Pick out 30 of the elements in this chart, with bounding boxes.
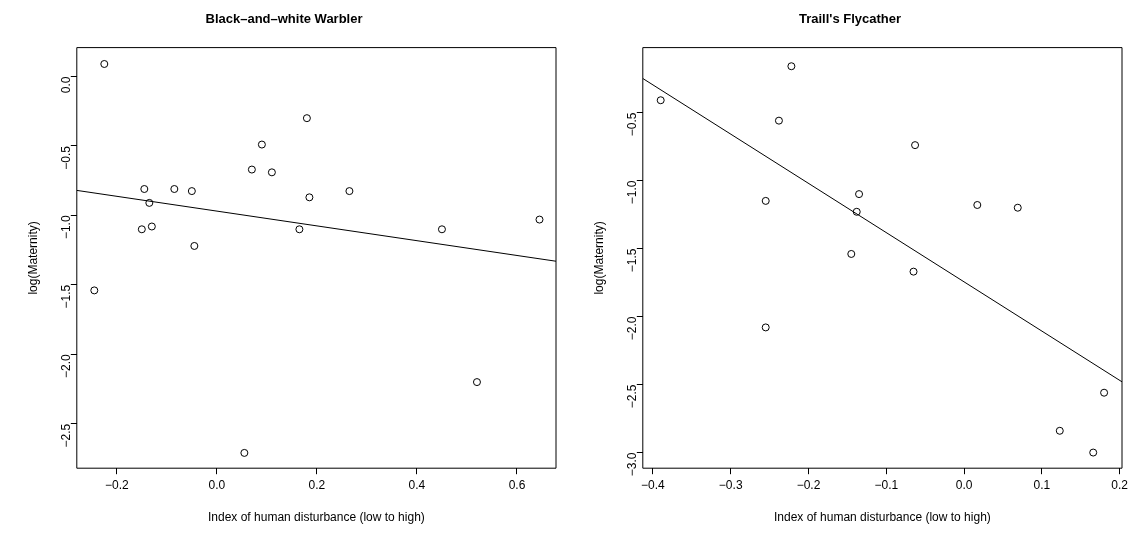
y-tick-label: −1.0 [625,180,640,205]
y-tick-label: −0.5 [59,145,74,170]
x-tick-label: −0.1 [874,477,899,492]
y-tick-label: −1.5 [625,248,640,273]
y-tick-label: 0.0 [59,76,74,94]
x-tick-label: −0.2 [104,477,129,492]
x-tick-label: 0.2 [308,477,326,492]
x-tick-label: 0.1 [1033,477,1051,492]
y-axis-title: log(Maternity) [25,221,40,295]
y-tick-label: −0.5 [625,112,640,137]
x-tick-label: 0.2 [1111,477,1129,492]
y-tick-label: −2.0 [625,316,640,341]
y-axis-title: log(Maternity) [591,221,606,295]
chart-title: Traill's Flycather [798,11,902,27]
x-tick-label: 0.4 [408,477,426,492]
x-axis-title: Index of human disturbance (low to high) [774,510,991,525]
y-tick-label: −1.0 [59,215,74,240]
y-tick-label: −3.0 [625,452,640,477]
chart-title: Black–and–white Warbler [205,11,363,27]
y-tick-label: −1.5 [59,284,74,309]
x-tick-label: 0.0 [208,477,226,492]
x-tick-label: 0.0 [955,477,973,492]
x-tick-label: 0.6 [508,477,526,492]
x-tick-label: −0.3 [718,477,743,492]
x-tick-label: −0.2 [796,477,821,492]
y-tick-label: −2.5 [625,384,640,409]
x-axis-title: Index of human disturbance (low to high) [208,510,425,525]
y-tick-label: −2.0 [59,353,74,378]
x-tick-label: −0.4 [641,477,666,492]
y-tick-label: −2.5 [59,423,74,448]
